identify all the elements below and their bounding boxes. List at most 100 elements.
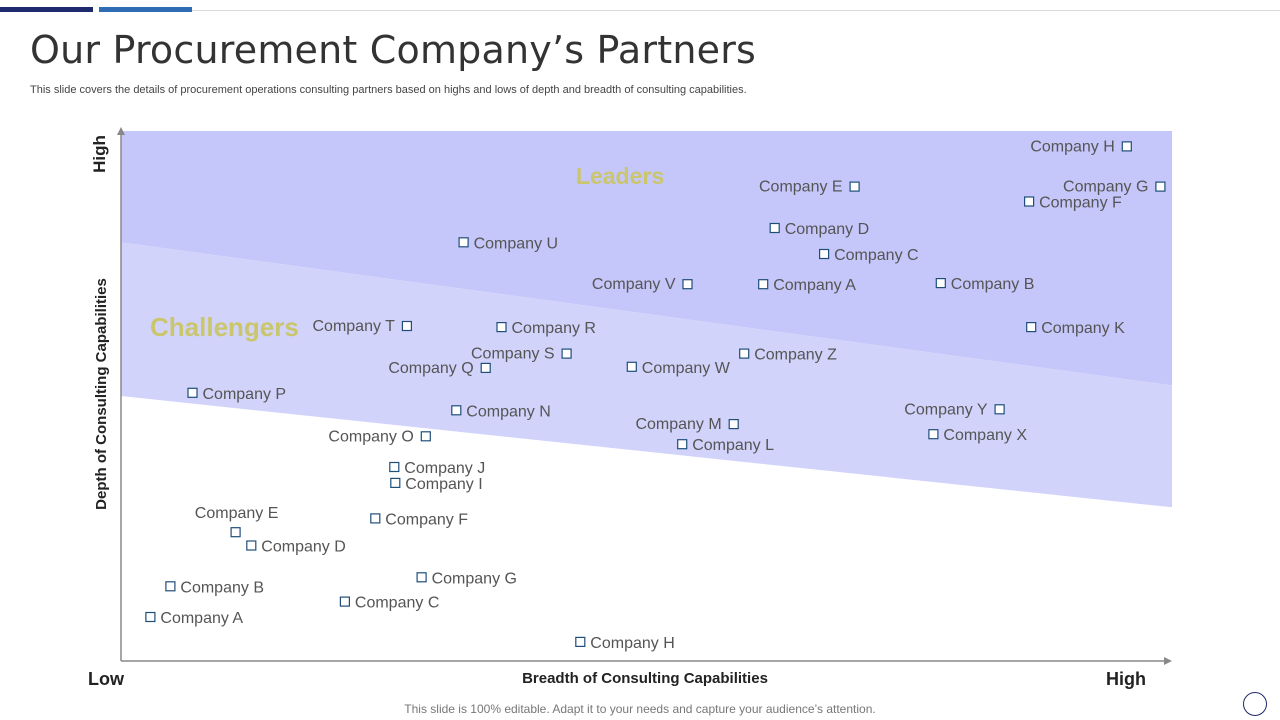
data-point: Company G (416, 570, 517, 587)
point-label: Company M (635, 416, 721, 433)
point-label: Company V (592, 276, 676, 293)
data-point: Company W (626, 360, 731, 377)
challengers-zone-label: Challengers (150, 312, 299, 342)
point-marker-square (758, 279, 769, 290)
data-point: Company X (928, 427, 1027, 444)
point-label: Company F (1039, 195, 1122, 212)
point-marker-square (1155, 181, 1166, 192)
point-marker-square (1121, 141, 1132, 152)
data-point: Company H (1030, 138, 1132, 155)
point-label: Company Y (904, 401, 988, 418)
point-label: Company H (590, 635, 674, 652)
data-point: Company A (145, 610, 243, 627)
point-marker-square (230, 527, 241, 538)
point-marker-square (739, 348, 750, 359)
point-label: Company S (471, 346, 555, 363)
data-point: Company F (370, 511, 468, 528)
point-label: Company G (1063, 179, 1148, 196)
circle-icon[interactable] (1243, 692, 1267, 716)
point-marker-square (677, 439, 688, 450)
data-point: Company F (1023, 195, 1122, 212)
data-point: Company B (165, 579, 264, 596)
data-point: Company E (759, 179, 860, 196)
data-point: Company U (458, 235, 558, 252)
point-marker-square (420, 431, 431, 442)
point-marker-square (480, 362, 491, 373)
y-axis-high-label: High (90, 135, 109, 173)
data-point: Company E (195, 505, 278, 538)
point-marker-square (165, 581, 176, 592)
point-marker-square (994, 404, 1005, 415)
x-axis-high-label: High (1106, 669, 1146, 689)
data-point: Company Z (739, 347, 837, 364)
data-point: Company B (935, 276, 1035, 293)
footer-note: This slide is 100% editable. Adapt it to… (404, 702, 876, 716)
point-marker-square (389, 461, 400, 473)
point-label: Company H (1030, 138, 1114, 155)
data-point: Company A (758, 277, 856, 294)
point-marker-square (626, 361, 637, 372)
data-point: Company C (339, 595, 439, 612)
data-point: Company O (328, 428, 431, 445)
point-marker-square (390, 477, 401, 488)
point-label: Company A (773, 277, 856, 294)
point-marker-square (451, 405, 462, 416)
point-marker-square (246, 540, 257, 551)
data-point: Company Q (388, 360, 491, 377)
point-label: Company Q (388, 360, 473, 377)
data-point: Company L (677, 437, 774, 454)
x-axis-arrowhead (1164, 657, 1172, 665)
data-point: Company V (592, 276, 693, 293)
data-point: Company K (1026, 320, 1125, 337)
point-label: Company L (692, 437, 774, 454)
point-marker-square (728, 419, 739, 430)
point-label: Company W (642, 360, 731, 377)
point-label: Company P (203, 386, 287, 403)
point-marker-square (1023, 196, 1035, 207)
point-label: Company D (261, 539, 345, 556)
data-point: Company M (635, 416, 739, 433)
point-label: Company O (328, 428, 413, 445)
y-axis-title: Depth of Consulting Capabilities (93, 278, 110, 510)
data-point: Company J (389, 460, 485, 477)
point-label: Company R (512, 320, 596, 337)
point-label: Company F (385, 511, 468, 528)
data-point: Company S (471, 346, 572, 363)
data-point: Company C (818, 247, 919, 264)
leaders-zone-label: Leaders (576, 163, 664, 189)
point-marker-square (935, 278, 946, 289)
point-marker-square (769, 222, 780, 234)
point-label: Company N (466, 403, 550, 420)
data-point: Company Y (904, 401, 1005, 418)
point-marker-square (416, 572, 427, 583)
data-point: Company D (246, 539, 346, 556)
point-label: Company B (180, 579, 264, 596)
challengers-zone (121, 242, 1172, 508)
data-point: Company P (187, 386, 287, 403)
leaders-zone (121, 131, 1172, 386)
point-label: Company I (405, 476, 482, 493)
point-marker-square (682, 279, 693, 290)
data-point: Company H (575, 635, 675, 652)
x-axis-title: Breadth of Consulting Capabilities (522, 670, 768, 687)
data-point: Company G (1063, 179, 1166, 196)
point-marker-square (928, 429, 939, 440)
point-label: Company G (432, 570, 517, 587)
page-title: Our Procurement Company’s Partners (30, 28, 757, 72)
point-marker-square (818, 248, 830, 260)
x-axis-low-label: Low (88, 669, 125, 689)
top-divider-line (192, 10, 1280, 11)
point-label: Company B (951, 276, 1035, 293)
point-marker-square (575, 636, 586, 648)
page-subtitle: This slide covers the details of procure… (30, 84, 747, 96)
point-label: Company A (160, 610, 243, 627)
data-point: Company T (312, 318, 412, 335)
point-marker-square (145, 611, 156, 623)
point-label: Company J (404, 460, 485, 477)
top-accent-bar-dark (0, 7, 93, 12)
point-marker-square (849, 181, 860, 192)
point-label: Company D (785, 221, 869, 238)
point-marker-square (401, 320, 412, 332)
